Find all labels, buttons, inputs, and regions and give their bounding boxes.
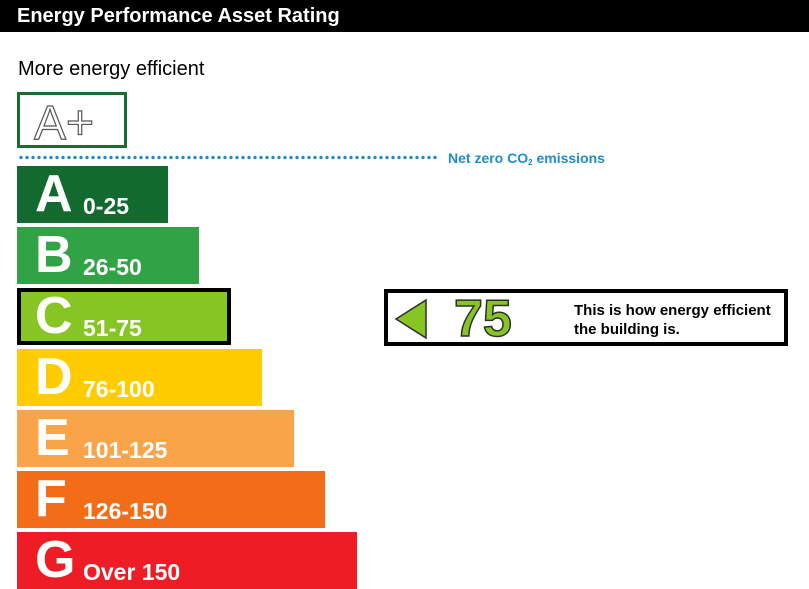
band-range: 0-25: [83, 193, 130, 219]
net-zero-dotted-line: [18, 155, 438, 160]
band-g: G Over 150: [17, 532, 357, 589]
band-range: 101-125: [83, 437, 168, 463]
a-plus-text: A+: [34, 97, 94, 145]
band-letter: D: [35, 348, 73, 406]
band-letter: A: [35, 165, 73, 223]
band-a: A 0-25: [17, 166, 168, 223]
rating-value: 75: [453, 289, 512, 349]
band-d: D 76-100: [17, 349, 262, 406]
band-range: 26-50: [83, 254, 142, 280]
current-rating-box: 75 This is how energy efficient the buil…: [384, 289, 788, 349]
band-letter: B: [35, 226, 73, 284]
band-range: 51-75: [83, 315, 142, 341]
band-letter: G: [35, 531, 76, 589]
band-letter: F: [35, 470, 67, 528]
band-range: 126-150: [83, 498, 168, 524]
net-zero-suffix: emissions: [532, 150, 605, 166]
band-range: Over 150: [83, 559, 181, 585]
band-f: F 126-150: [17, 471, 325, 528]
band-c: C 51-75: [17, 288, 231, 345]
page-title: Energy Performance Asset Rating: [0, 0, 809, 32]
more-efficient-label: More energy efficient: [18, 58, 205, 80]
band-b: B 26-50: [17, 227, 199, 284]
net-zero-prefix: Net zero CO: [448, 150, 529, 166]
a-plus-glyph: A+: [33, 96, 94, 145]
band-range: 76-100: [83, 376, 155, 402]
net-zero-subscript: 2: [528, 158, 533, 167]
band-letter: C: [35, 287, 73, 345]
band-e: E 101-125: [17, 410, 294, 467]
net-zero-label: Net zero CO2 emissions: [448, 150, 605, 167]
rating-pointer-icon: [394, 298, 427, 340]
rating-description: This is how energy efficient the buildin…: [574, 302, 771, 338]
band-letter: E: [35, 409, 70, 467]
band-a-plus: A+: [17, 92, 127, 148]
